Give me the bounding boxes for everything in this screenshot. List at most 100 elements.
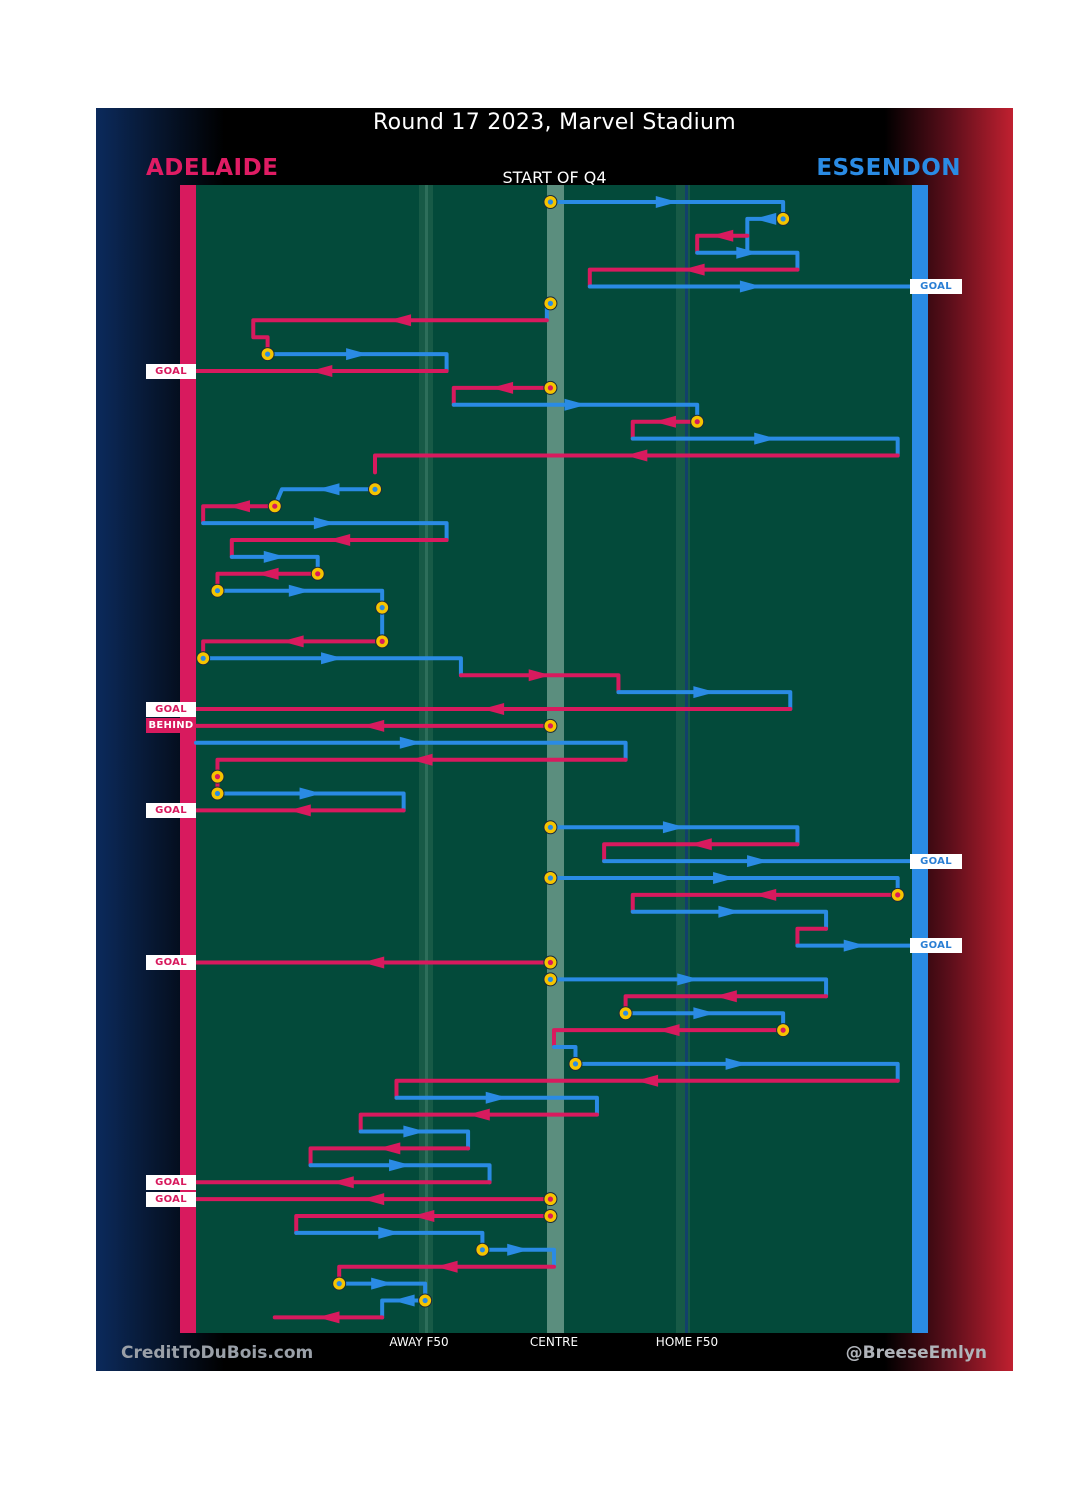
direction-arrow — [467, 1108, 490, 1121]
direction-arrow — [714, 990, 737, 1003]
chain-segment-ess — [194, 740, 628, 762]
chain-segment-ess — [394, 1095, 599, 1117]
possession-marker-core — [214, 790, 221, 797]
possession-marker-core — [780, 1027, 786, 1033]
outcome-tag-goal: GOAL — [910, 938, 962, 954]
direction-arrow — [412, 1210, 435, 1222]
chain-segment-ade — [201, 504, 277, 526]
possession-marker-core — [479, 1247, 485, 1253]
direction-arrow — [371, 1277, 394, 1290]
direction-arrow — [321, 652, 344, 665]
chain-segment-ess — [201, 656, 463, 678]
direction-arrow — [482, 703, 505, 715]
possession-marker-core — [214, 588, 221, 594]
possession-marker-core — [780, 216, 786, 222]
direction-arrow — [718, 905, 741, 918]
axis-label-away-f50: AWAY F50 — [389, 1335, 449, 1349]
direction-arrow — [410, 753, 433, 766]
possession-marker-core — [895, 892, 901, 898]
direction-arrow — [288, 804, 311, 817]
direction-arrow — [843, 939, 866, 952]
chain-segment-ade — [451, 385, 553, 407]
direction-arrow — [317, 483, 340, 496]
possession-marker-core — [200, 655, 206, 661]
direction-arrow — [677, 973, 700, 986]
direction-arrow — [346, 348, 369, 361]
chain-segment-ess — [215, 791, 406, 813]
axis-label-home-f50: HOME F50 — [655, 1335, 719, 1349]
outcome-tag-goal: GOAL — [146, 955, 196, 970]
chain-chart — [180, 185, 928, 1333]
direction-arrow — [625, 449, 648, 462]
direction-arrow — [693, 1007, 716, 1020]
direction-arrow — [328, 534, 351, 546]
direction-arrow — [362, 956, 385, 969]
possession-marker-core — [547, 1213, 554, 1219]
chain-segment-ess — [480, 1247, 556, 1269]
direction-arrow — [362, 719, 385, 732]
chain-segment-ess — [358, 1129, 471, 1151]
possession-marker-core — [265, 351, 271, 357]
direction-arrow — [682, 263, 705, 276]
direction-arrow — [310, 365, 333, 377]
possession-marker-core — [547, 875, 554, 881]
possession-marker-core — [694, 419, 700, 425]
chain-segment-ade — [587, 267, 800, 289]
outcome-tag-goal: GOAL — [910, 279, 962, 294]
direction-arrow — [657, 1024, 680, 1037]
outcome-tag-goal: GOAL — [146, 363, 196, 379]
direction-arrow — [725, 1057, 748, 1070]
direction-arrow — [485, 1091, 508, 1104]
direction-arrow — [655, 196, 678, 208]
chain-segment-ess — [265, 352, 449, 373]
direction-arrow — [378, 1142, 401, 1155]
adelaide-goal-line — [180, 185, 196, 1333]
possession-marker-core — [372, 486, 378, 492]
chain-segment-ade — [358, 1112, 599, 1134]
possession-marker-core — [547, 1196, 554, 1202]
direction-arrow — [491, 381, 514, 394]
direction-arrow — [389, 314, 412, 327]
chain-segment-ess — [548, 977, 829, 999]
direction-arrow — [739, 280, 762, 293]
team-right-name: ESSENDON — [816, 155, 961, 181]
chain-segment-ess — [616, 690, 793, 711]
direction-arrow — [392, 1294, 415, 1307]
chain-segment-ade — [294, 1214, 553, 1235]
possession-markers — [196, 195, 905, 1308]
outcome-tag-goal: GOAL — [146, 1174, 196, 1190]
possession-marker-core — [547, 385, 554, 391]
direction-arrow — [288, 584, 311, 597]
chain-segment-ade — [251, 318, 549, 357]
chart-title: Round 17 2023, Marvel Stadium — [373, 110, 736, 135]
chain-segment-ess — [201, 521, 449, 542]
direction-arrow — [313, 517, 336, 530]
possession-marker-core — [547, 723, 554, 729]
direction-arrow — [399, 736, 422, 749]
credit-left: CreditToDuBois.com — [121, 1343, 314, 1363]
outcome-tag-goal: GOAL — [146, 802, 196, 818]
direction-arrow — [389, 1159, 412, 1172]
possession-marker-core — [547, 959, 554, 966]
direction-arrow — [378, 1226, 401, 1239]
direction-arrow — [636, 1074, 659, 1087]
chain-segment-ess — [630, 436, 900, 458]
direction-arrow — [256, 567, 279, 580]
possession-marker-core — [336, 1281, 342, 1287]
direction-arrow — [435, 1260, 458, 1273]
direction-arrow — [317, 1311, 340, 1324]
direction-arrow — [507, 1243, 530, 1256]
outcome-tag-behind: BEHIND — [146, 718, 196, 734]
team-left-name: ADELAIDE — [146, 155, 279, 181]
possession-marker-core — [422, 1297, 428, 1304]
direction-arrow — [403, 1125, 426, 1138]
direction-arrow — [653, 415, 676, 428]
possession-marker-core — [379, 638, 385, 645]
direction-arrow — [689, 838, 712, 851]
home-f50-line-core — [685, 185, 688, 1333]
chain-segment-ess — [573, 1061, 900, 1083]
direction-arrow — [711, 229, 734, 242]
direction-arrow — [662, 821, 685, 834]
possession-marker-core — [547, 199, 554, 205]
direction-arrow — [331, 1176, 354, 1189]
